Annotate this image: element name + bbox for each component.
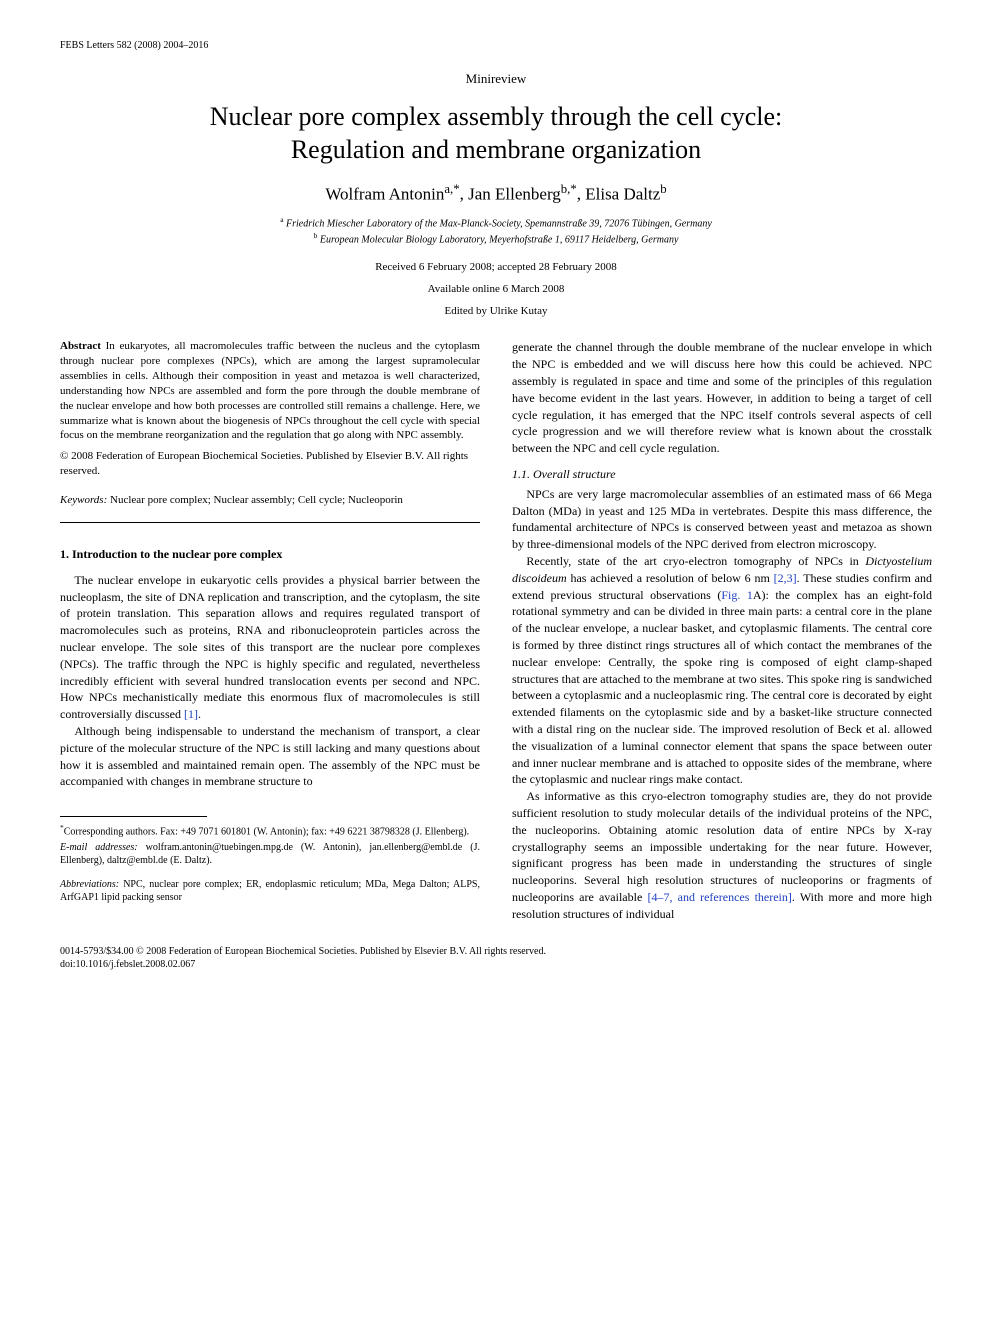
right-p3a: Recently, state of the art cryo-electron…	[526, 554, 865, 568]
title-line-1: Nuclear pore complex assembly through th…	[210, 102, 783, 131]
right-body: generate the channel through the double …	[512, 339, 932, 922]
left-p1-text: The nuclear envelope in eukaryotic cells…	[60, 573, 480, 721]
author-1: Wolfram Antonin	[325, 185, 444, 204]
running-head: FEBS Letters 582 (2008) 2004–2016	[60, 40, 932, 51]
author-3-sup: b	[660, 182, 666, 196]
abstract-block: Abstract In eukaryotes, all macromolecul…	[60, 339, 480, 443]
keywords-label: Keywords:	[60, 494, 107, 506]
right-p4a: As informative as this cryo-electron tom…	[512, 789, 932, 904]
footer-line-2: doi:10.1016/j.febslet.2008.02.067	[60, 958, 932, 972]
right-p3: Recently, state of the art cryo-electron…	[512, 553, 932, 788]
left-p1: The nuclear envelope in eukaryotic cells…	[60, 572, 480, 723]
page-footer: 0014-5793/$34.00 © 2008 Federation of Eu…	[60, 945, 932, 972]
footnote-abbreviations: Abbreviations: NPC, nuclear pore complex…	[60, 878, 480, 905]
ref-link-4-7[interactable]: [4–7, and references therein]	[647, 890, 791, 904]
subsection-1-1-heading: 1.1. Overall structure	[512, 467, 932, 482]
title-line-2: Regulation and membrane organization	[291, 135, 701, 164]
footnote-email: E-mail addresses: wolfram.antonin@tuebin…	[60, 841, 480, 868]
copyright-line: © 2008 Federation of European Biochemica…	[60, 449, 480, 479]
author-2: , Jan Ellenberg	[460, 185, 561, 204]
dates-online: Available online 6 March 2008	[60, 283, 932, 295]
left-column: Abstract In eukaryotes, all macromolecul…	[60, 339, 480, 922]
footnote-corresponding: *Corresponding authors. Fax: +49 7071 60…	[60, 823, 480, 839]
footnotes: *Corresponding authors. Fax: +49 7071 60…	[60, 823, 480, 905]
right-p2: NPCs are very large macromolecular assem…	[512, 486, 932, 553]
aff-a: Friedrich Miescher Laboratory of the Max…	[284, 218, 712, 229]
abbr-label: Abbreviations:	[60, 879, 119, 890]
authors: Wolfram Antonina,*, Jan Ellenbergb,*, El…	[60, 182, 932, 205]
author-3: , Elisa Daltz	[577, 185, 661, 204]
abstract-text: In eukaryotes, all macromolecules traffi…	[60, 340, 480, 441]
right-p3b: has achieved a resolution of below 6 nm	[567, 571, 774, 585]
right-p4: As informative as this cryo-electron tom…	[512, 788, 932, 922]
fig-1-link[interactable]: Fig. 1	[721, 588, 753, 602]
divider-rule	[60, 522, 480, 523]
footer-line-1: 0014-5793/$34.00 © 2008 Federation of Eu…	[60, 945, 932, 959]
aff-b: European Molecular Biology Laboratory, M…	[317, 234, 678, 245]
dates-received: Received 6 February 2008; accepted 28 Fe…	[60, 261, 932, 273]
ref-link-2-3[interactable]: [2,3]	[774, 571, 797, 585]
keywords-text: Nuclear pore complex; Nuclear assembly; …	[107, 494, 403, 506]
footnote-corr-text: Corresponding authors. Fax: +49 7071 601…	[64, 826, 469, 837]
abbr-text: NPC, nuclear pore complex; ER, endoplasm…	[60, 879, 480, 904]
editor-line: Edited by Ulrike Kutay	[60, 305, 932, 317]
author-1-sup: a,*	[444, 182, 459, 196]
left-body: The nuclear envelope in eukaryotic cells…	[60, 572, 480, 790]
left-p1-end: .	[198, 707, 201, 721]
ref-link-1[interactable]: [1]	[184, 707, 198, 721]
article-type: Minireview	[60, 71, 932, 87]
article-title: Nuclear pore complex assembly through th…	[60, 101, 932, 166]
email-label: E-mail addresses:	[60, 842, 138, 853]
right-p1: generate the channel through the double …	[512, 339, 932, 457]
affiliations: a Friedrich Miescher Laboratory of the M…	[60, 215, 932, 248]
left-p2: Although being indispensable to understa…	[60, 723, 480, 790]
section-1-heading: 1. Introduction to the nuclear pore comp…	[60, 547, 480, 562]
page-container: FEBS Letters 582 (2008) 2004–2016 Minire…	[0, 0, 992, 1012]
right-column: generate the channel through the double …	[512, 339, 932, 922]
right-p3d: A): the complex has an eight-fold rotati…	[512, 588, 932, 787]
keywords-block: Keywords: Nuclear pore complex; Nuclear …	[60, 493, 480, 508]
author-2-sup: b,*	[561, 182, 577, 196]
footnote-separator	[60, 816, 207, 817]
abstract-label: Abstract	[60, 340, 101, 352]
two-column-layout: Abstract In eukaryotes, all macromolecul…	[60, 339, 932, 922]
